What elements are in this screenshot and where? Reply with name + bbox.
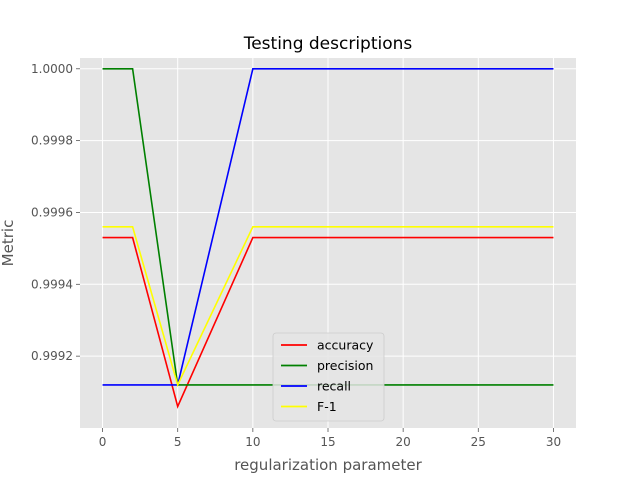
y-tick-label: 1.0000 [31, 62, 73, 76]
legend-box [272, 332, 385, 422]
x-tick-label: 15 [320, 435, 335, 449]
x-tick-label: 0 [99, 435, 107, 449]
x-tick-label: 10 [245, 435, 260, 449]
y-tick-label: 0.9992 [31, 349, 73, 363]
y-tick-label: 0.9994 [31, 277, 73, 291]
series-layer [102, 67, 554, 409]
series-line-accuracy [102, 236, 554, 409]
ticks: 0 5 10 15 20 25 30 0.9992 0.9994 0.9996 0.9998 1.00… [31, 62, 561, 449]
x-tick-label: 25 [471, 435, 486, 449]
series-line-f-1 [102, 226, 554, 388]
legend-label-accuracy: accuracy [317, 338, 374, 353]
x-tick-label: 30 [546, 435, 561, 449]
chart-title: Testing descriptions [243, 34, 413, 54]
y-axis-title: Metric [0, 220, 17, 267]
x-tick-label: 20 [396, 435, 411, 449]
y-tick-label: 0.9998 [31, 134, 73, 148]
x-axis-title: regularization parameter [234, 456, 422, 474]
legend-label-recall: recall [317, 379, 351, 394]
y-tick-label: 0.9996 [31, 205, 73, 219]
legend-label-f-1: F-1 [317, 399, 337, 414]
x-tick-label: 5 [174, 435, 182, 449]
legend-label-precision: precision [317, 358, 373, 373]
legend: accuracy precision recall F-1 [272, 332, 385, 422]
